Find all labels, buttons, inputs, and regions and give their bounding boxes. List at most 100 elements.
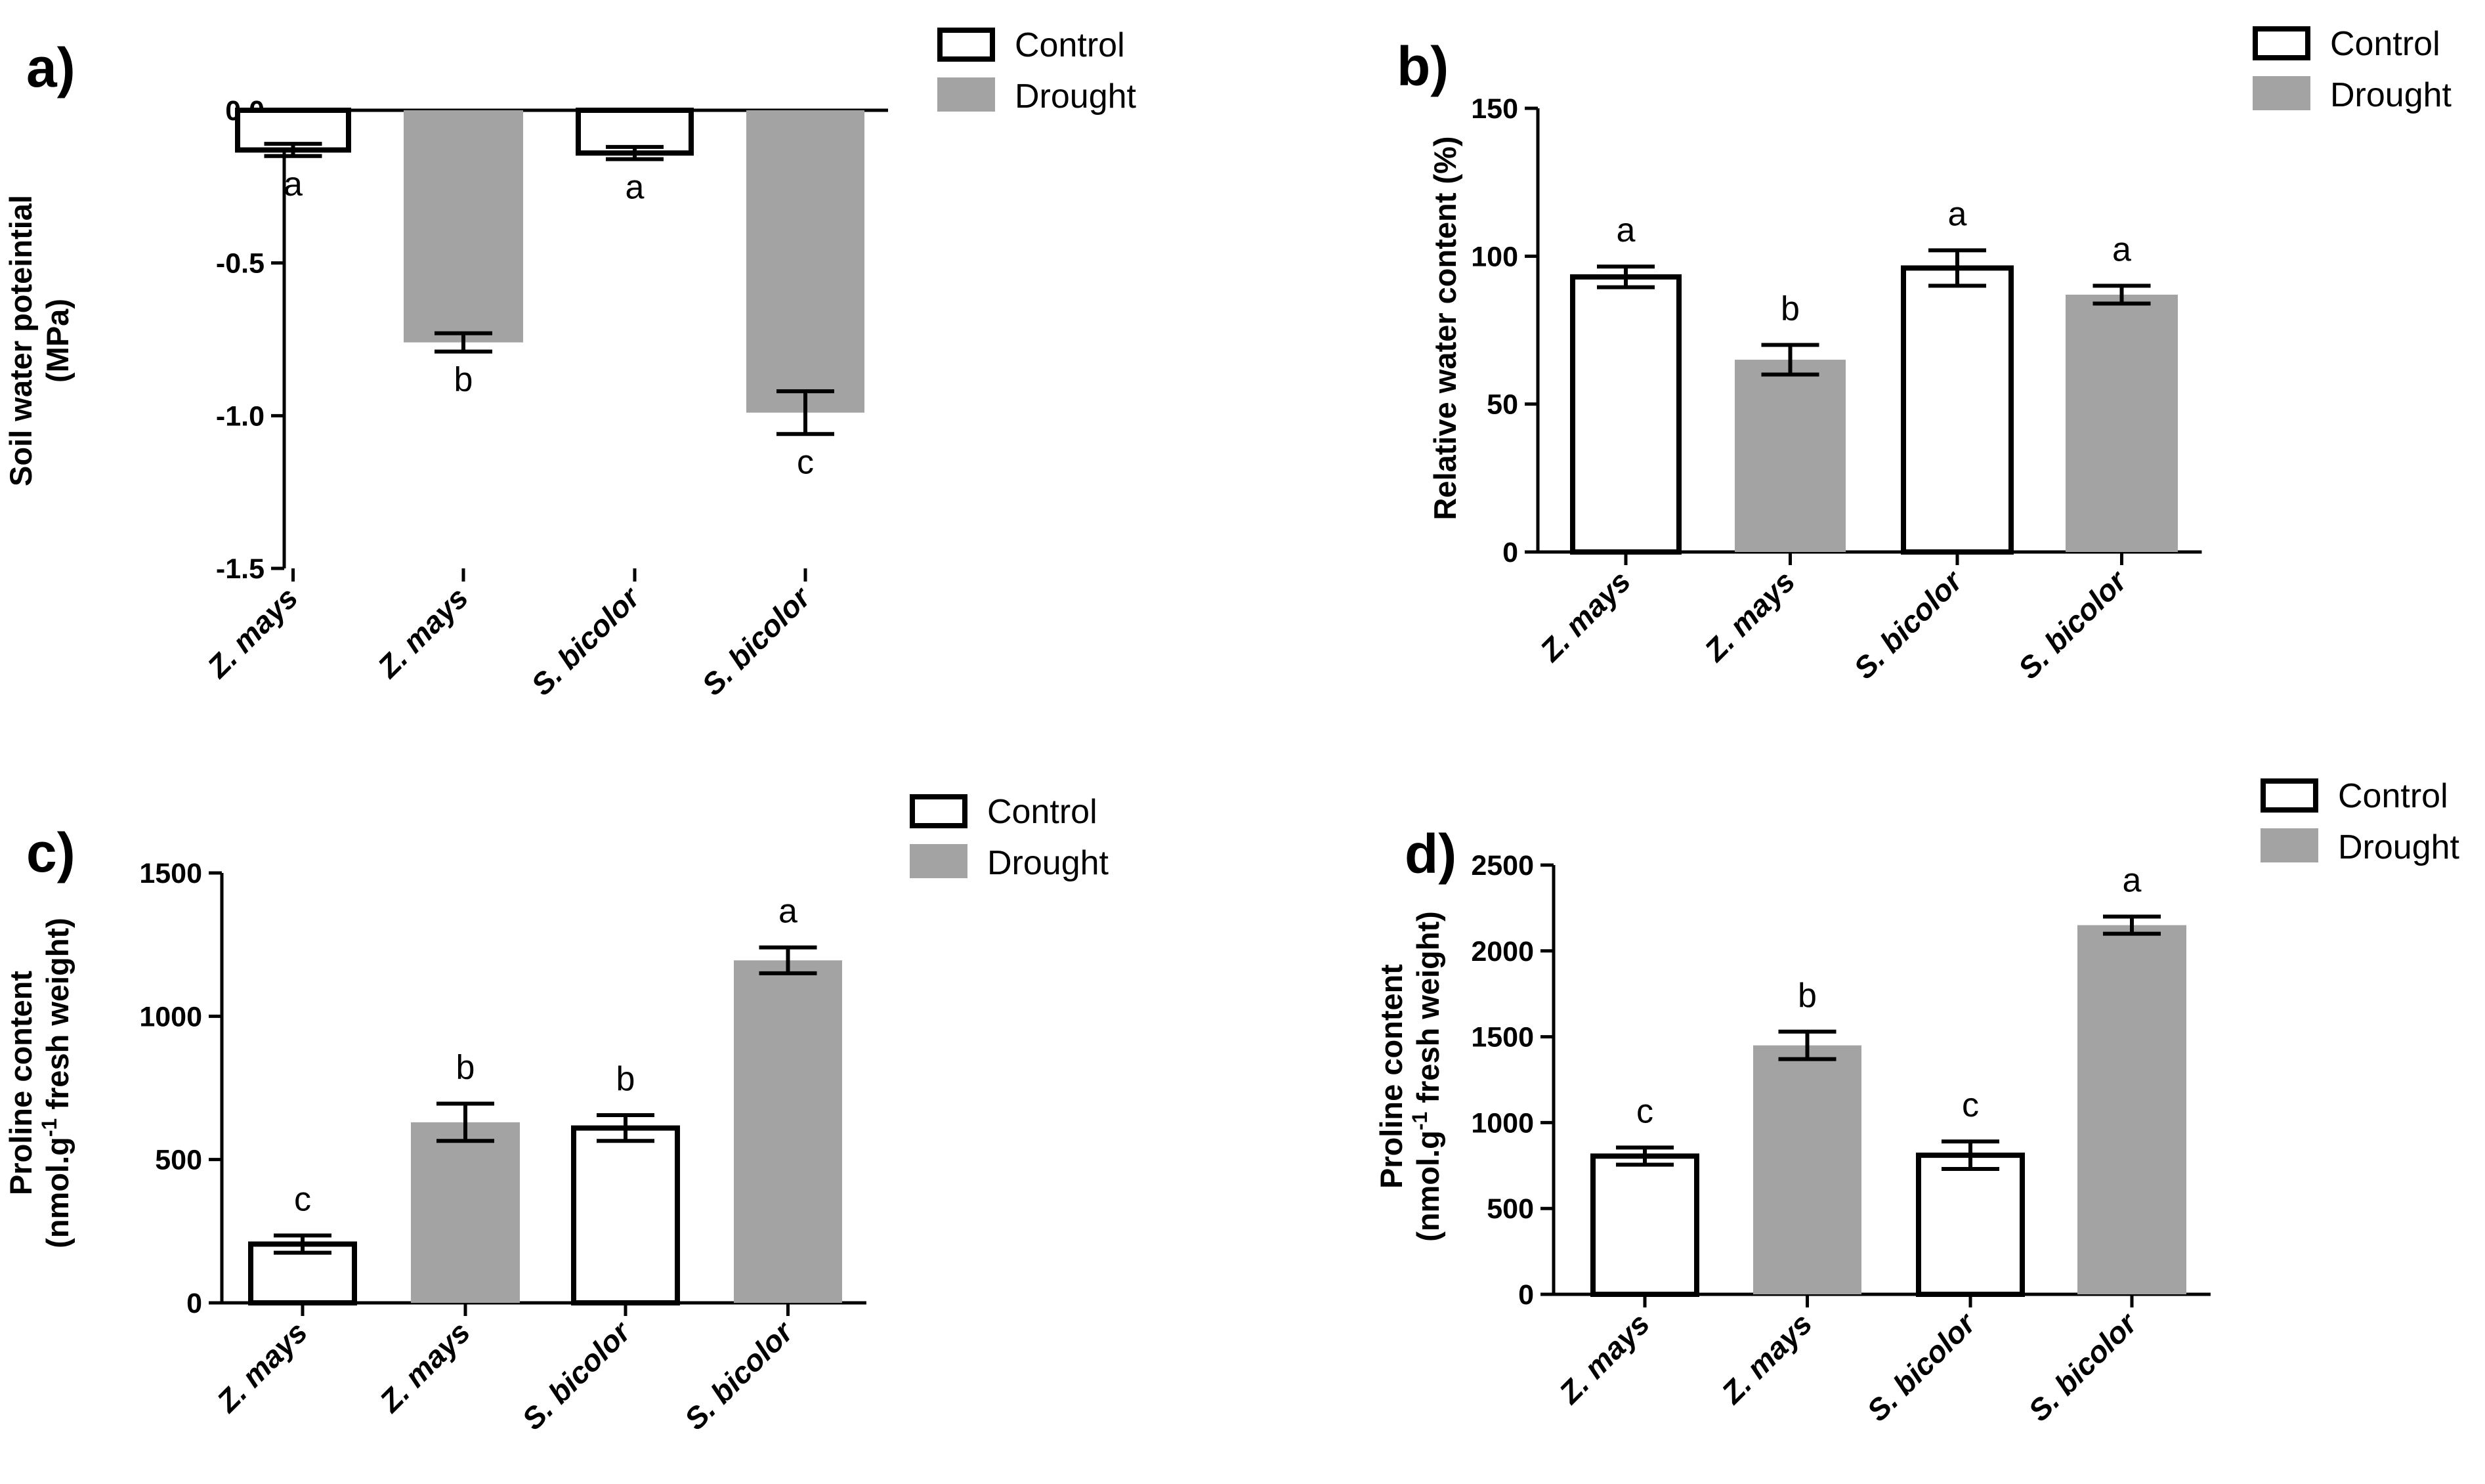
panel-label: d) [1405,823,1456,885]
significance-letter: a [284,165,303,203]
y-tick-label: 1000 [139,1001,202,1032]
legend-label-control: Control [987,793,1097,831]
y-axis-title: Soil water poteintial(MPa) [3,195,75,486]
y-tick-label: 500 [155,1145,202,1176]
legend-swatch-control [2253,26,2310,60]
bar-drought [734,960,842,1303]
significance-letter: c [1962,1086,1979,1124]
x-tick-label: S. bicolor [524,580,647,702]
bar-drought [2077,925,2186,1294]
legend: Control Drought [910,793,1109,882]
x-tick-label: S. bicolor [2012,563,2134,685]
legend-swatch-drought [937,77,995,112]
significance-letter: a [2123,861,2142,899]
legend: Control Drought [2253,25,2452,114]
significance-letter: c [797,443,814,481]
significance-letter: c [1636,1092,1653,1130]
x-tick-label: Z. mays [209,1315,314,1419]
y-axis-title: Proline content(nmol.g-1 fresh weight) [3,918,75,1248]
legend-label-drought: Drought [2338,828,2460,866]
x-tick-label: S. bicolor [1847,563,1969,685]
legend-swatch-drought [910,844,967,878]
y-axis-title-line: (nmol.g [40,1137,75,1248]
chart-panel-b: b) 0 50 100 150 Relative water content (%) a Z.… [1397,25,2452,685]
chart-panel-d: d) 0 500 1000 1500 2000 2500 Proline content(nm… [1374,777,2460,1428]
x-tick-label: S. bicolor [695,580,817,702]
legend-swatch-control [910,794,967,828]
y-tick-label: 50 [1487,389,1518,421]
panel-label: a) [26,37,75,98]
legend-swatch-drought [2253,76,2310,110]
x-tick-label: Z. mays [1533,564,1637,668]
y-tick-label: 0 [186,1288,202,1319]
bar-control [571,1125,680,1305]
y-tick-label: 500 [1487,1193,1534,1225]
x-tick-label: S. bicolor [515,1314,637,1436]
legend-swatch-control [2261,778,2318,813]
y-tick-label: -1.5 [216,553,265,585]
bar-drought [746,110,864,413]
y-tick-label: 0 [1502,537,1518,568]
legend: Control Drought [937,26,1137,116]
y-axis-title-superscript: -1 [37,1118,61,1137]
legend-swatch-drought [2261,828,2318,862]
y-axis-title-line: Relative water content (%) [1428,136,1462,520]
y-axis-title-line: Proline content [3,971,38,1195]
legend-label-control: Control [2330,25,2440,63]
bar-drought [1753,1045,1861,1294]
significance-letter: b [616,1060,635,1098]
chart-panel-c: c) 0 500 1000 1500 Proline content(nmol.g-1 f… [3,793,1109,1436]
x-tick-label: Z. mays [200,580,304,685]
y-tick-label: 1000 [1471,1107,1534,1139]
y-axis-title-line: Soil water poteintial [3,195,38,486]
legend: Control Drought [2261,777,2460,866]
bar-drought [411,1122,520,1303]
significance-letter: a [1617,211,1636,249]
bar-control [1916,1153,2025,1297]
y-axis-title: Relative water content (%) [1428,136,1462,520]
significance-letter: b [1798,977,1817,1015]
y-axis-title-superscript: -1 [1408,1112,1432,1130]
significance-letter: a [778,893,797,931]
panel-label: b) [1397,35,1449,97]
x-tick-label: Z. mays [370,580,475,685]
y-tick-label: 2000 [1471,936,1534,967]
legend-label-control: Control [1015,26,1125,64]
legend-label-drought: Drought [2330,76,2452,114]
y-tick-label: -1.0 [216,400,265,432]
y-axis-title-line: (MPa) [40,299,75,383]
bar-control [1570,274,1682,555]
significance-letter: c [294,1180,311,1218]
significance-letter: a [2112,230,2131,268]
significance-letter: a [1948,195,1967,233]
significance-letter: b [454,361,473,399]
legend-label-drought: Drought [987,844,1109,882]
legend-label-control: Control [2338,777,2448,815]
x-tick-label: S. bicolor [2022,1305,2144,1428]
y-tick-label: 100 [1471,241,1518,272]
y-axis-title-line: fresh weight) [40,918,75,1118]
y-tick-label: 150 [1471,93,1518,125]
y-tick-label: 1500 [139,858,202,889]
legend-swatch-control [937,28,995,62]
x-tick-label: Z. mays [372,1315,477,1419]
y-tick-label: -0.5 [216,248,265,280]
y-axis-title-line: fresh weight) [1411,911,1445,1112]
x-tick-label: Z. mays [1552,1306,1656,1410]
bar-control [1590,1153,1699,1297]
significance-letter: a [626,168,645,206]
y-tick-label: 0 [1518,1279,1534,1311]
y-tick-label: 1500 [1471,1022,1534,1053]
legend-label-drought: Drought [1015,77,1137,116]
y-axis-title-line: (nmol.g [1411,1130,1445,1242]
y-tick-label: 2500 [1471,850,1534,881]
x-tick-label: S. bicolor [1860,1305,1982,1428]
bar-drought [404,110,523,343]
bar-drought [1735,360,1846,552]
y-axis-title: Proline content(nmol.g-1 fresh weight) [1374,911,1445,1242]
x-tick-label: Z. mays [1697,564,1801,668]
significance-letter: b [1781,290,1800,328]
